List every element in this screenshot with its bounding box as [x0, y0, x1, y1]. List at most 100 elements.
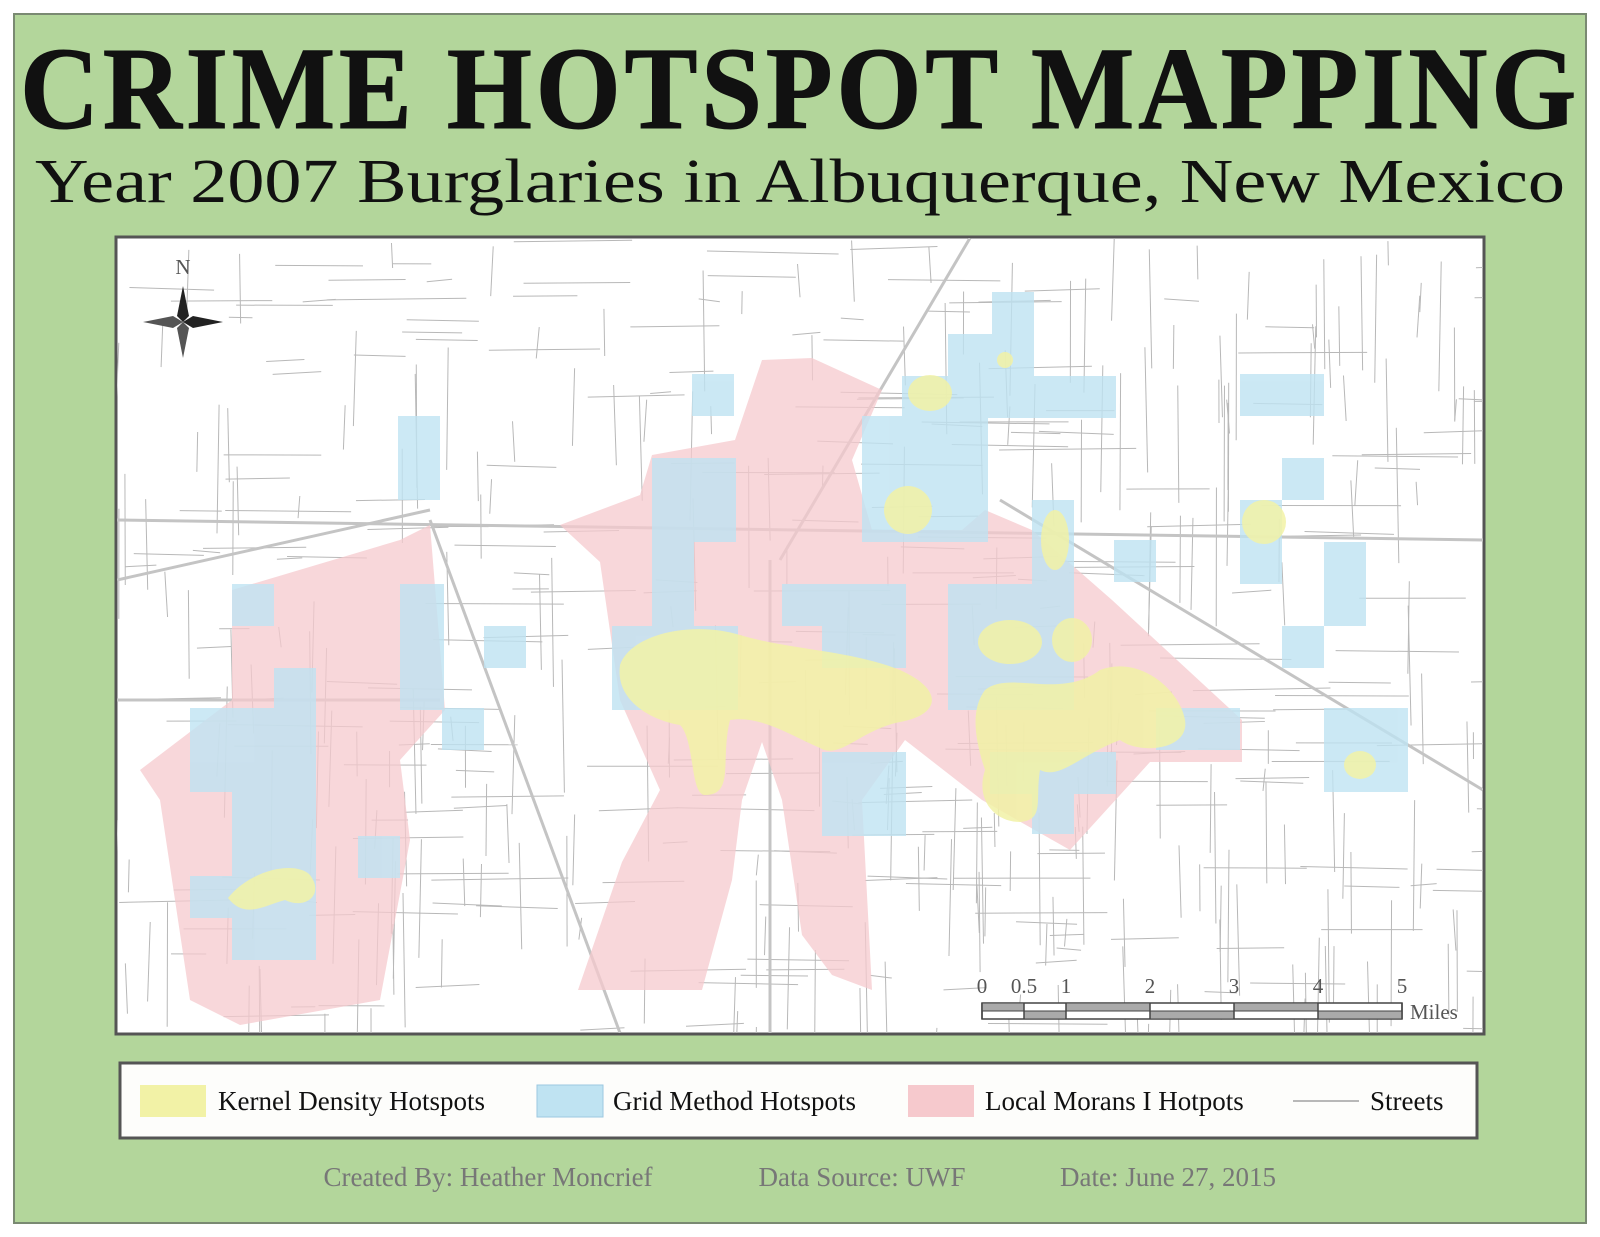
- street: [518, 842, 523, 950]
- street: [1119, 373, 1122, 511]
- street: [1304, 530, 1394, 535]
- street: [513, 572, 550, 576]
- street: [352, 330, 357, 427]
- street: [980, 817, 984, 944]
- street: [426, 278, 453, 283]
- scale-bar-segment: [1233, 1002, 1319, 1012]
- street: [1281, 562, 1286, 626]
- street: [1342, 813, 1345, 899]
- street: [187, 590, 190, 679]
- street: [523, 282, 631, 284]
- scale-label: 5: [1397, 974, 1408, 998]
- legend-box: [118, 1061, 1479, 1140]
- street: [1238, 351, 1368, 354]
- street: [453, 804, 507, 809]
- street: [462, 858, 466, 907]
- street: [903, 326, 906, 386]
- street: [353, 354, 406, 357]
- street: [392, 924, 395, 995]
- street: [490, 246, 494, 297]
- street: [702, 270, 706, 392]
- street: [792, 331, 821, 336]
- street: [948, 839, 953, 956]
- street: [225, 477, 290, 480]
- street: [923, 835, 926, 871]
- hotspot-area: [652, 542, 694, 626]
- street: [431, 877, 569, 881]
- street: [117, 820, 118, 852]
- street: [1412, 800, 1416, 931]
- scale-bar-segment: [1065, 1002, 1151, 1012]
- street: [928, 246, 932, 283]
- scale-bar-segment: [1317, 1010, 1403, 1020]
- legend-label: Local Morans I Hotpots: [985, 1086, 1244, 1116]
- street: [455, 769, 495, 773]
- street: [225, 509, 352, 513]
- street: [551, 557, 554, 687]
- hotspot-area: [884, 486, 932, 534]
- street: [1196, 245, 1199, 280]
- credit-date: Date: June 27, 2015: [1060, 1162, 1276, 1192]
- hotspot-area: [1041, 510, 1069, 570]
- street: [1160, 657, 1292, 661]
- hotspot-area: [1282, 458, 1324, 500]
- street: [786, 927, 791, 1030]
- street: [1452, 909, 1457, 951]
- street: [1333, 946, 1335, 1006]
- street: [1327, 889, 1330, 1023]
- hotspot-area: [1324, 708, 1408, 792]
- street: [823, 339, 904, 342]
- street: [963, 826, 993, 829]
- street: [993, 812, 996, 848]
- street: [1219, 335, 1223, 418]
- street: [650, 391, 672, 394]
- street: [397, 872, 509, 875]
- legend-label: Streets: [1370, 1086, 1444, 1116]
- subtitle: Year 2007 Burglaries in Albuquerque, New…: [35, 148, 1565, 216]
- hotspot-area: [978, 620, 1042, 664]
- street: [850, 246, 938, 251]
- street: [1342, 375, 1347, 421]
- hotspot-area: [1324, 542, 1366, 626]
- hotspot-area: [619, 629, 932, 795]
- street: [603, 308, 606, 357]
- street: [297, 495, 301, 519]
- street: [851, 240, 855, 302]
- major-road: [428, 519, 622, 1033]
- street: [390, 242, 394, 269]
- scale-bar-segment: [1149, 1010, 1235, 1020]
- street: [943, 987, 987, 991]
- street: [1122, 946, 1126, 1033]
- street: [511, 715, 516, 815]
- hotspot-area: [232, 584, 274, 626]
- street: [928, 310, 970, 313]
- street: [797, 263, 801, 298]
- street: [1246, 271, 1250, 320]
- hotspot-area: [1344, 751, 1376, 779]
- street: [489, 479, 493, 514]
- hotspot-area: [1032, 792, 1074, 834]
- street: [884, 961, 888, 1033]
- hotspot-area: [1032, 376, 1116, 418]
- street: [415, 338, 478, 342]
- street: [266, 358, 305, 362]
- street: [1419, 282, 1422, 313]
- street: [1463, 1027, 1483, 1030]
- scale-label: 3: [1229, 974, 1240, 998]
- street: [236, 466, 240, 536]
- scale-label: 0.5: [1011, 974, 1037, 998]
- street: [192, 549, 221, 554]
- street: [1415, 481, 1419, 506]
- street: [643, 399, 648, 442]
- scale-label: 2: [1145, 974, 1156, 998]
- street: [405, 809, 463, 813]
- street: [1300, 866, 1408, 870]
- street: [454, 544, 556, 547]
- street: [129, 287, 215, 291]
- street: [1049, 933, 1084, 937]
- street: [952, 788, 957, 891]
- scale-label: 1: [1061, 974, 1072, 998]
- street: [1432, 889, 1483, 892]
- hotspot-area: [358, 836, 400, 878]
